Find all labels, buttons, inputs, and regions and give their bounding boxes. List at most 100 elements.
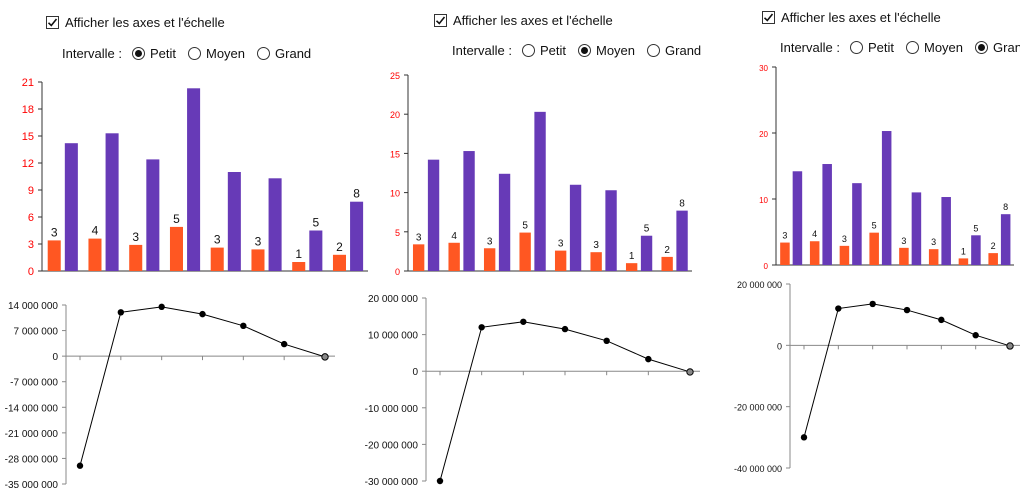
bar-large bbox=[105, 133, 119, 271]
interval-radio-grand[interactable]: Grand bbox=[975, 40, 1020, 55]
line-point bbox=[520, 318, 527, 325]
show-axes-row: Afficher les axes et l'échelle bbox=[762, 10, 941, 25]
show-axes-label[interactable]: Afficher les axes et l'échelle bbox=[65, 15, 225, 30]
line-y-tick-label: 0 bbox=[777, 341, 782, 351]
bar-small-label: 4 bbox=[92, 224, 99, 238]
bar-small-label: 3 bbox=[842, 234, 847, 244]
interval-radio-moyen[interactable]: Moyen bbox=[578, 43, 635, 58]
line-y-tick-label: -21 000 000 bbox=[5, 429, 59, 440]
bar-y-tick-label: 0 bbox=[395, 267, 400, 277]
bar-small bbox=[332, 254, 346, 271]
bar-small bbox=[412, 244, 425, 271]
bar-large bbox=[187, 88, 201, 271]
bar-y-tick-label: 15 bbox=[390, 149, 400, 159]
interval-radio-grand[interactable]: Grand bbox=[647, 43, 701, 58]
bar-large bbox=[427, 159, 440, 271]
line-series bbox=[439, 321, 691, 482]
show-axes-label[interactable]: Afficher les axes et l'échelle bbox=[781, 10, 941, 25]
interval-radio-moyen[interactable]: Moyen bbox=[188, 46, 245, 61]
interval-radio-grand[interactable]: Grand bbox=[257, 46, 311, 61]
bar-small-label: 3 bbox=[593, 240, 599, 251]
radio-button-icon bbox=[257, 47, 271, 60]
line-y-tick-label: 20 000 000 bbox=[737, 280, 782, 290]
bar-small bbox=[661, 256, 673, 271]
show-axes-checkbox[interactable] bbox=[762, 11, 775, 24]
show-axes-label[interactable]: Afficher les axes et l'échelle bbox=[453, 13, 613, 28]
bar-small-label: 1 bbox=[961, 246, 966, 256]
bar-y-tick-label: 20 bbox=[759, 130, 768, 139]
bar-large bbox=[852, 183, 862, 265]
radio-button-icon bbox=[849, 41, 863, 54]
interval-label: Intervalle : bbox=[452, 43, 512, 58]
bar-small bbox=[809, 241, 820, 265]
bar-large bbox=[463, 151, 475, 271]
line-y-tick-label: 20 000 000 bbox=[368, 294, 418, 305]
line-series bbox=[79, 306, 326, 466]
bar-small bbox=[519, 232, 531, 271]
line-y-tick-label: -10 000 000 bbox=[365, 404, 419, 415]
radio-label: Moyen bbox=[596, 43, 636, 58]
line-y-tick-label: -7 000 000 bbox=[10, 378, 58, 389]
radio-label: Grand bbox=[665, 43, 702, 58]
radio-label: Petit bbox=[539, 43, 566, 58]
radio-button-icon bbox=[647, 44, 661, 57]
bar-small-label: 2 bbox=[664, 245, 670, 256]
bar-y-tick-label: 0 bbox=[28, 266, 34, 278]
bar-small bbox=[869, 232, 879, 265]
bar-large bbox=[64, 143, 78, 271]
bar-small bbox=[590, 252, 602, 271]
line-point bbox=[835, 305, 842, 312]
radio-button-icon bbox=[578, 44, 591, 57]
line-point bbox=[280, 340, 288, 348]
bar-large bbox=[1000, 214, 1011, 265]
bar-small bbox=[483, 248, 496, 271]
show-axes-row: Afficher les axes et l'échelle bbox=[434, 13, 613, 28]
line-point bbox=[158, 303, 165, 311]
bar-large bbox=[640, 235, 653, 271]
line-point bbox=[903, 306, 911, 314]
bar-large bbox=[941, 197, 951, 265]
bar-large bbox=[309, 230, 323, 271]
line-point bbox=[478, 324, 485, 331]
bar-large-label: 5 bbox=[312, 216, 319, 230]
bar-y-tick-label: 21 bbox=[22, 77, 34, 89]
bar-y-tick-label: 9 bbox=[28, 185, 34, 197]
interval-radio-moyen[interactable]: Moyen bbox=[906, 40, 963, 55]
bar-large-label: 8 bbox=[679, 199, 685, 210]
interval-radio-petit[interactable]: Petit bbox=[521, 43, 566, 58]
bar-small bbox=[88, 238, 102, 271]
line-point bbox=[686, 368, 694, 376]
show-axes-checkbox[interactable] bbox=[434, 14, 447, 27]
bar-small bbox=[251, 249, 265, 271]
bar-small-label: 3 bbox=[558, 239, 564, 250]
line-y-tick-label: 0 bbox=[412, 367, 418, 378]
interval-radio-petit[interactable]: Petit bbox=[131, 46, 176, 61]
line-point bbox=[645, 355, 652, 363]
bar-large bbox=[676, 210, 688, 271]
bar-small bbox=[129, 244, 143, 271]
interval-label: Intervalle : bbox=[62, 46, 122, 61]
bar-large-label: 5 bbox=[644, 224, 650, 235]
chart-panel-3: Afficher les axes et l'échelle Intervalle… bbox=[734, 0, 1020, 494]
bar-large bbox=[792, 171, 803, 265]
bar-small bbox=[47, 240, 61, 271]
bar-y-tick-label: 12 bbox=[22, 158, 34, 170]
bar-small-label: 3 bbox=[487, 236, 493, 247]
bar-small-label: 3 bbox=[931, 237, 936, 247]
bar-y-tick-label: 5 bbox=[395, 228, 400, 238]
bar-small bbox=[292, 262, 306, 271]
bar-small bbox=[625, 263, 638, 271]
interval-radio-petit[interactable]: Petit bbox=[849, 40, 894, 55]
bar-large bbox=[605, 190, 617, 271]
interval-label: Intervalle : bbox=[780, 40, 840, 55]
bar-small bbox=[988, 253, 998, 265]
show-axes-checkbox[interactable] bbox=[46, 16, 59, 29]
show-axes-row: Afficher les axes et l'échelle bbox=[46, 15, 225, 30]
line-point bbox=[972, 332, 979, 339]
bar-large bbox=[569, 184, 582, 271]
radio-label: Moyen bbox=[206, 46, 246, 61]
line-series bbox=[803, 303, 1011, 438]
bar-large bbox=[534, 111, 546, 272]
bar-large bbox=[911, 192, 922, 265]
